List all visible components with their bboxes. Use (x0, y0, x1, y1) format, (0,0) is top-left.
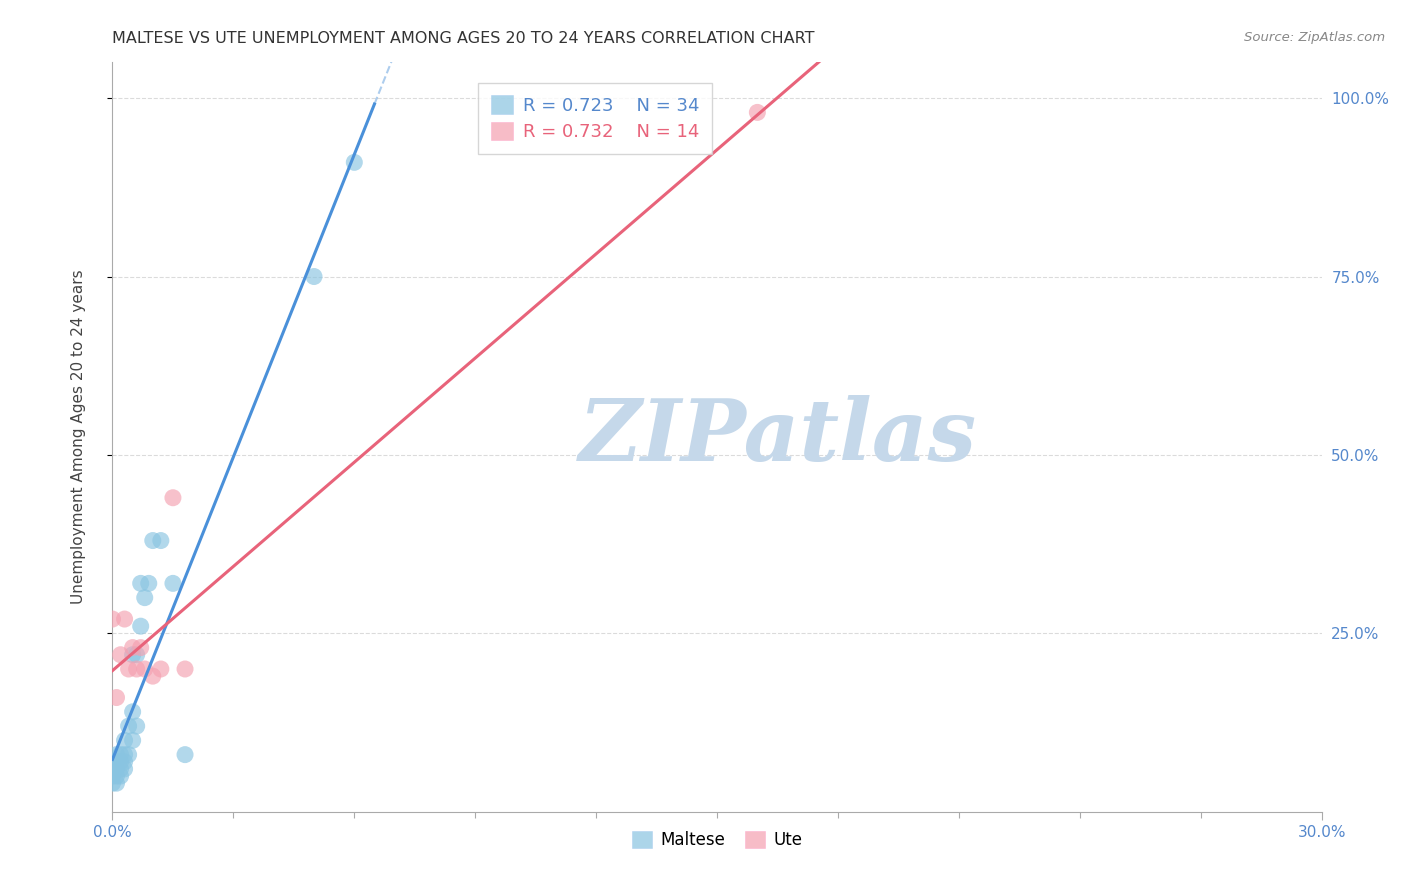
Point (121, 640, 143, 655)
Point (302, 269, 325, 284)
Point (149, 533, 172, 548)
Point (101, 755, 124, 769)
Point (105, 776, 128, 790)
Point (117, 747, 139, 762)
Point (162, 491, 184, 505)
Point (162, 576, 184, 591)
Y-axis label: Unemployment Among Ages 20 to 24 years: Unemployment Among Ages 20 to 24 years (72, 269, 86, 605)
Point (174, 662, 197, 676)
Point (121, 648, 143, 662)
Point (105, 769, 128, 783)
Point (110, 762, 132, 776)
Point (125, 719, 148, 733)
Point (105, 690, 128, 705)
Point (174, 747, 197, 762)
Point (110, 747, 132, 762)
Point (117, 719, 139, 733)
Point (134, 662, 156, 676)
Point (142, 669, 165, 683)
Point (101, 776, 124, 790)
Point (110, 769, 132, 783)
Text: Source: ZipAtlas.com: Source: ZipAtlas.com (1244, 31, 1385, 45)
Point (110, 648, 132, 662)
Point (343, 155, 366, 169)
Point (105, 747, 128, 762)
Text: ZIPatlas: ZIPatlas (578, 395, 977, 479)
Point (105, 755, 128, 769)
Point (101, 762, 124, 776)
Point (117, 662, 139, 676)
Point (101, 612, 124, 626)
Point (110, 755, 132, 769)
Point (114, 747, 136, 762)
Point (149, 662, 172, 676)
Point (121, 733, 143, 747)
Point (101, 769, 124, 783)
Point (129, 576, 152, 591)
Point (105, 762, 128, 776)
Point (114, 755, 136, 769)
Point (134, 591, 156, 605)
Legend: Maltese, Ute: Maltese, Ute (626, 824, 808, 855)
Point (114, 733, 136, 747)
Point (114, 762, 136, 776)
Point (125, 662, 148, 676)
Point (114, 612, 136, 626)
Point (129, 640, 152, 655)
Text: MALTESE VS UTE UNEMPLOYMENT AMONG AGES 20 TO 24 YEARS CORRELATION CHART: MALTESE VS UTE UNEMPLOYMENT AMONG AGES 2… (112, 31, 815, 46)
Point (138, 576, 160, 591)
Point (142, 533, 165, 548)
Point (129, 619, 152, 633)
Point (121, 705, 143, 719)
Point (747, 105, 769, 120)
Point (125, 648, 148, 662)
